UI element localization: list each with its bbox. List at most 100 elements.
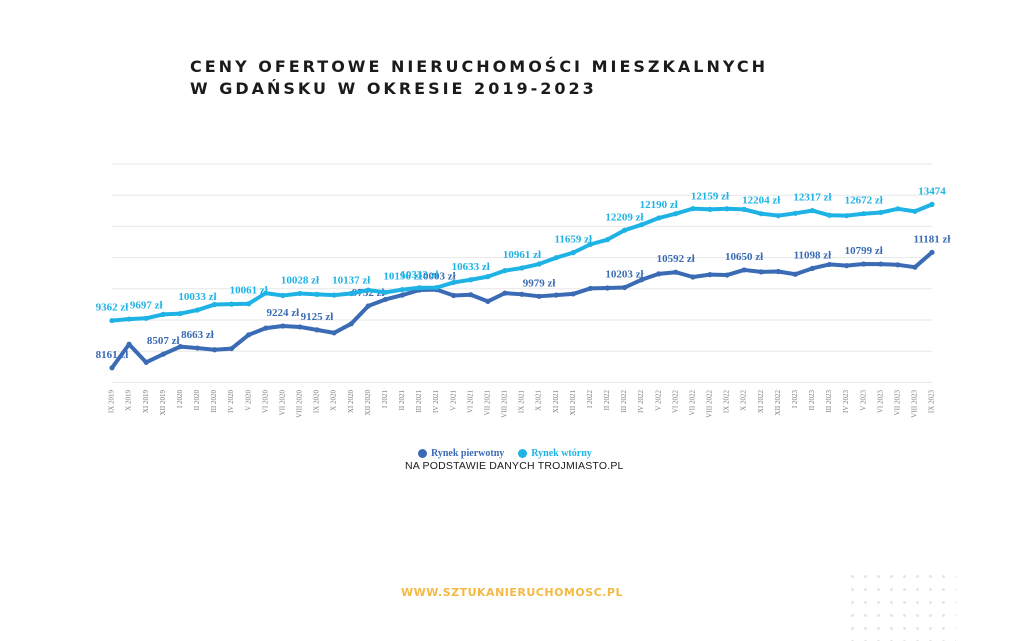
data-point: [126, 341, 132, 347]
data-point: [433, 285, 440, 291]
data-point: [707, 206, 713, 212]
x-tick-label: X 2022: [740, 390, 748, 411]
data-point: [690, 206, 696, 212]
x-tick-label: VI 2023: [876, 390, 884, 414]
x-tick-label: XII 2022: [774, 390, 782, 416]
legend-label-pierwotny: Rynek pierwotny: [431, 448, 505, 459]
data-label: 12204 zł: [742, 195, 780, 207]
data-label: 12209 zł: [605, 211, 643, 223]
data-point: [758, 211, 764, 217]
x-tick-label: XII 2020: [364, 390, 372, 416]
data-point: [536, 293, 542, 299]
data-label: 10203 zł: [605, 269, 643, 281]
legend-marker-wtorny: [518, 449, 528, 458]
data-point: [638, 222, 645, 228]
data-point: [809, 265, 816, 271]
data-label: 12672 zł: [845, 195, 883, 207]
data-label: 10633 zł: [452, 261, 490, 273]
data-point: [177, 344, 183, 350]
data-point: [724, 272, 730, 278]
data-point: [331, 330, 337, 336]
data-point: [331, 292, 337, 298]
data-point: [673, 211, 679, 217]
x-tick-label: V 2020: [244, 390, 252, 411]
data-label: 12317 zł: [793, 192, 831, 204]
data-point: [228, 301, 235, 307]
data-point: [399, 292, 406, 298]
data-point: [348, 290, 354, 297]
data-point: [502, 268, 508, 274]
x-tick-label: VIII 2021: [501, 390, 509, 418]
data-point: [382, 296, 388, 303]
x-tick-label: XI 2020: [347, 390, 355, 414]
data-label: 9697 zł: [130, 299, 163, 311]
data-point: [451, 292, 457, 299]
x-tick-label: IX 2019: [108, 390, 116, 414]
x-tick-label: II 2021: [398, 390, 406, 411]
data-point: [109, 365, 115, 371]
data-point: [485, 298, 491, 304]
series-line: [110, 202, 934, 323]
data-point: [348, 321, 354, 327]
x-tick-label: III 2021: [415, 390, 423, 413]
data-point: [861, 261, 867, 267]
data-point: [143, 359, 149, 365]
data-point: [194, 307, 201, 313]
decorative-dot-pattern: [846, 570, 956, 641]
data-label: 8663 zł: [181, 329, 214, 341]
data-label: 9362 zł: [96, 302, 129, 314]
data-point: [194, 345, 201, 351]
x-tick-label: X 2021: [535, 390, 543, 411]
data-point: [519, 291, 525, 297]
data-label: 8161 zł: [96, 349, 129, 361]
data-point: [741, 267, 747, 273]
data-label: 12159 zł: [691, 190, 729, 202]
website-link[interactable]: WWW.SZTUKANIERUCHOMOSC.PL: [401, 586, 623, 599]
data-point: [314, 327, 320, 333]
x-tick-label: III 2023: [825, 390, 833, 413]
data-label: 10003 zł: [417, 271, 455, 283]
chart-legend: Rynek pierwotny Rynek wtórny: [418, 448, 592, 459]
data-point: [485, 274, 491, 280]
x-tick-label: VIII 2020: [296, 390, 304, 418]
data-point: [775, 213, 781, 219]
x-tick-label: IV 2022: [637, 390, 645, 414]
x-tick-label: IX 2023: [928, 390, 936, 414]
data-point: [297, 324, 303, 330]
x-tick-label: VII 2021: [483, 390, 491, 416]
data-point: [297, 290, 303, 297]
data-point: [638, 277, 645, 283]
data-point: [211, 301, 218, 308]
data-label: 9125 zł: [301, 311, 334, 323]
data-point: [826, 212, 833, 218]
x-tick-label: XI 2022: [757, 390, 765, 414]
data-point: [758, 269, 764, 275]
data-label: 13474: [918, 185, 946, 197]
data-point: [929, 249, 935, 255]
x-tick-label: V 2021: [449, 390, 457, 411]
data-point: [604, 237, 611, 243]
data-point: [126, 316, 132, 322]
data-point: [109, 317, 115, 324]
x-tick-label: VII 2023: [893, 390, 901, 416]
x-tick-label: X 2019: [125, 390, 133, 411]
x-tick-label: II 2022: [603, 390, 611, 411]
data-point: [775, 268, 781, 275]
x-tick-label: XI 2021: [552, 390, 560, 414]
data-label: 11098 zł: [794, 249, 832, 261]
data-point: [519, 265, 525, 271]
source-note: NA PODSTAWIE DANYCH TROJMIASTO.PL: [405, 460, 624, 472]
data-label: 10028 zł: [281, 275, 319, 287]
x-tick-label: IX 2021: [518, 390, 526, 414]
data-point: [502, 290, 508, 296]
data-point: [604, 285, 611, 291]
data-point: [656, 271, 662, 277]
data-label: 11181 zł: [914, 233, 951, 245]
data-point: [468, 292, 474, 298]
x-tick-label: XII 2019: [159, 390, 167, 416]
data-point: [621, 284, 628, 291]
data-point: [570, 291, 576, 297]
data-label: 10592 zł: [657, 253, 695, 265]
chart-title-line-1: CENY OFERTOWE NIERUCHOMOŚCI MIESZKALNYCH: [190, 57, 769, 76]
data-label: 10033 zł: [178, 291, 216, 303]
